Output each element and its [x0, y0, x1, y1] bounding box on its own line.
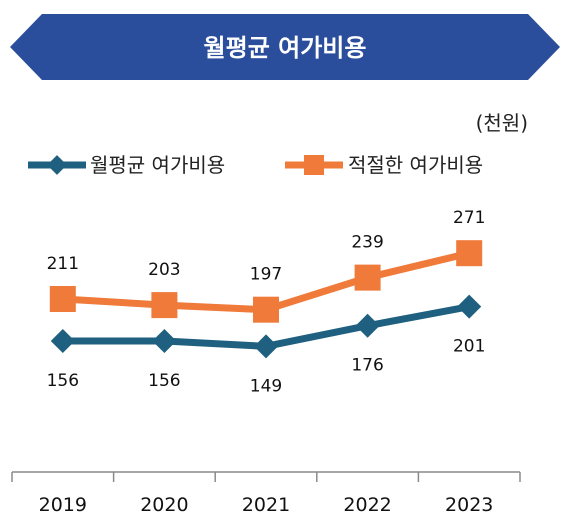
legend: 월평균 여가비용 적절한 여가비용	[28, 153, 483, 177]
data-label-1-2023: 271	[453, 208, 485, 228]
data-labels: 156 156 149 176 201 211 203 197 239 271	[47, 208, 486, 396]
x-tick-label-2021: 2021	[242, 494, 290, 516]
point-1-2021	[253, 296, 279, 323]
data-label-0-2023: 201	[453, 337, 485, 357]
legend-marker-actual	[47, 155, 67, 175]
title-banner	[10, 14, 560, 80]
legend-label-proper: 적절한 여가비용	[348, 153, 483, 177]
point-0-2023	[457, 294, 482, 319]
point-1-2023	[456, 240, 483, 267]
data-label-0-2022: 176	[351, 356, 383, 376]
legend-label-actual: 월평균 여가비용	[90, 153, 225, 177]
x-ticks	[11, 472, 521, 482]
series-markers	[49, 240, 483, 359]
data-label-0-2021: 149	[250, 376, 282, 396]
point-0-2020	[152, 328, 177, 354]
data-label-1-2019: 211	[47, 254, 79, 274]
data-label-1-2022: 239	[351, 233, 383, 253]
x-tick-label-2020: 2020	[140, 494, 188, 516]
x-tick-labels: 2019 2020 2021 2022 2023	[39, 494, 494, 516]
point-1-2019	[49, 286, 76, 312]
data-label-0-2019: 156	[47, 371, 79, 391]
point-0-2021	[253, 334, 279, 359]
point-1-2022	[354, 264, 381, 291]
point-1-2020	[151, 292, 178, 319]
chart-title: 월평균 여가비용	[204, 34, 367, 62]
data-label-1-2021: 197	[250, 265, 282, 285]
legend-marker-proper	[304, 155, 324, 175]
x-tick-label-2023: 2023	[445, 494, 493, 516]
data-label-1-2020: 203	[148, 260, 180, 280]
unit-label: (천원)	[476, 111, 528, 135]
point-0-2019	[50, 328, 75, 354]
x-tick-label-2022: 2022	[343, 494, 391, 516]
data-label-0-2020: 156	[148, 371, 180, 391]
point-0-2022	[355, 313, 380, 338]
x-tick-label-2019: 2019	[39, 494, 87, 516]
